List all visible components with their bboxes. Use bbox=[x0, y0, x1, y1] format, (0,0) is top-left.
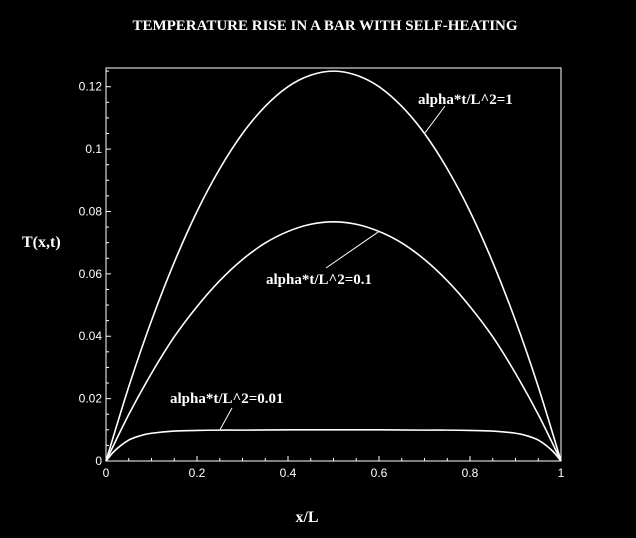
annotation-leader bbox=[325, 231, 380, 269]
series-line-0 bbox=[105, 70, 562, 462]
y-tick-label: 0.1 bbox=[85, 142, 102, 156]
annotation-leader bbox=[424, 105, 446, 134]
series-line-2 bbox=[105, 428, 562, 462]
chart-title: TEMPERATURE RISE IN A BAR WITH SELF-HEAT… bbox=[132, 18, 517, 34]
series-annotation: alpha*t/L^2=0.1 bbox=[266, 272, 372, 288]
series-annotation: alpha*t/L^2=0.01 bbox=[170, 391, 284, 407]
y-tick-label: 0.04 bbox=[79, 329, 103, 343]
x-tick-label: 1 bbox=[558, 466, 565, 480]
x-tick-label: 0.8 bbox=[462, 466, 479, 480]
series-curves bbox=[105, 70, 562, 462]
y-tick-label: 0.08 bbox=[79, 204, 103, 218]
y-tick-label: 0.12 bbox=[79, 80, 103, 94]
series-line-1 bbox=[105, 220, 562, 462]
y-tick-label: 0 bbox=[95, 454, 102, 468]
x-axis-label: x/L bbox=[295, 509, 318, 526]
x-tick-label: 0.6 bbox=[371, 466, 388, 480]
y-tick-label: 0.02 bbox=[79, 392, 103, 406]
series-annotation: alpha*t/L^2=1 bbox=[418, 92, 513, 108]
y-axis-label: T(x,t) bbox=[22, 234, 61, 251]
x-tick-label: 0 bbox=[103, 466, 110, 480]
axis-ticks: 0 0.2 0.4 0.6 0.8 1 0 0.02 0.04 0.06 0.08 0.1 0.12 bbox=[79, 70, 565, 480]
x-tick-label: 0.4 bbox=[280, 466, 297, 480]
y-tick-label: 0.06 bbox=[79, 267, 103, 281]
x-tick-label: 0.2 bbox=[189, 466, 206, 480]
annotation-leader bbox=[219, 407, 233, 431]
series-annotations: alpha*t/L^2=1 alpha*t/L^2=0.1 alpha*t/L^2=… bbox=[170, 92, 513, 431]
